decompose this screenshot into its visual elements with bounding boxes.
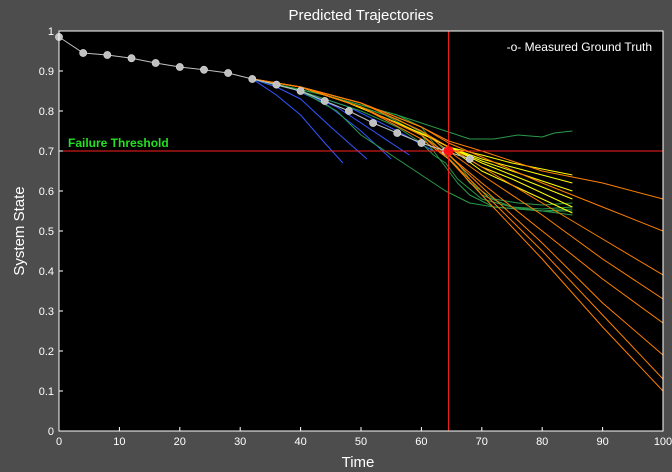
ground-truth-point-4: [127, 54, 136, 63]
legend-entry-ground-truth: -o- Measured Ground Truth: [507, 40, 652, 54]
x-tick-label-40: 40: [294, 436, 306, 448]
y-tick-label-3: 0.3: [39, 306, 54, 318]
ground-truth-point-13: [345, 107, 353, 115]
ground-truth-point-5: [151, 59, 160, 67]
trajectory-line-2: [252, 78, 368, 160]
plot-area: [59, 31, 663, 431]
y-tick-label-9: 0.9: [39, 66, 54, 78]
y-tick-label-7: 0.7: [39, 146, 54, 158]
x-tick-label-20: 20: [174, 436, 186, 448]
ground-truth-line: [58, 36, 470, 160]
x-tick-label-60: 60: [415, 436, 427, 448]
ground-truth-point-8: [224, 69, 233, 77]
chart-title: Predicted Trajectories: [288, 7, 433, 24]
x-tick-label-80: 80: [536, 436, 548, 448]
ground-truth-point-12: [320, 97, 329, 105]
x-tick-label-10: 10: [113, 436, 125, 448]
ground-truth-point-9: [248, 75, 257, 83]
x-tick-label-90: 90: [596, 436, 608, 448]
ground-truth-layer: [55, 33, 474, 163]
x-tick-label-30: 30: [234, 436, 246, 448]
x-tick-label-100: 100: [654, 436, 672, 448]
y-tick-label-0: 0: [48, 426, 54, 438]
prediction-start-marker: [443, 146, 454, 156]
x-tick-label-50: 50: [355, 436, 367, 448]
failure-threshold-label: Failure Threshold: [68, 136, 169, 150]
axes-layer: 0 10 20 30 40 50 60 70 80 90 100 0 0.1 0.2 0.3 0.4 0.5 0.…: [39, 26, 672, 448]
ground-truth-point-7: [200, 65, 208, 74]
ground-truth-point-10: [272, 80, 281, 89]
trajectory-line-11: [252, 78, 573, 140]
reference-lines-layer: [59, 31, 663, 431]
ground-truth-point-14: [369, 119, 377, 127]
legend: -o- Measured Ground Truth: [507, 40, 652, 54]
x-tick-label-0: 0: [56, 436, 62, 448]
y-tick-label-1: 0.1: [39, 386, 54, 398]
ground-truth-point-15: [393, 129, 402, 137]
ground-truth-point-18: [465, 155, 474, 163]
y-tick-label-8: 0.8: [39, 106, 54, 118]
ground-truth-point-6: [175, 63, 184, 71]
y-axis-label: System State: [11, 186, 28, 275]
ground-truth-point-16: [417, 139, 426, 147]
y-tick-label-6: 0.6: [39, 186, 54, 198]
x-axis-label: Time: [342, 454, 375, 471]
y-tick-label-5: 0.5: [39, 226, 54, 238]
y-tick-label-10: 1: [48, 26, 54, 38]
x-tick-label-70: 70: [476, 436, 488, 448]
y-tick-label-2: 0.2: [39, 346, 54, 358]
y-tick-label-4: 0.4: [39, 266, 54, 278]
ground-truth-point-3: [103, 51, 112, 59]
trajectory-line-1: [252, 78, 344, 164]
ground-truth-point-11: [296, 87, 305, 95]
ground-truth-point-2: [79, 49, 88, 57]
